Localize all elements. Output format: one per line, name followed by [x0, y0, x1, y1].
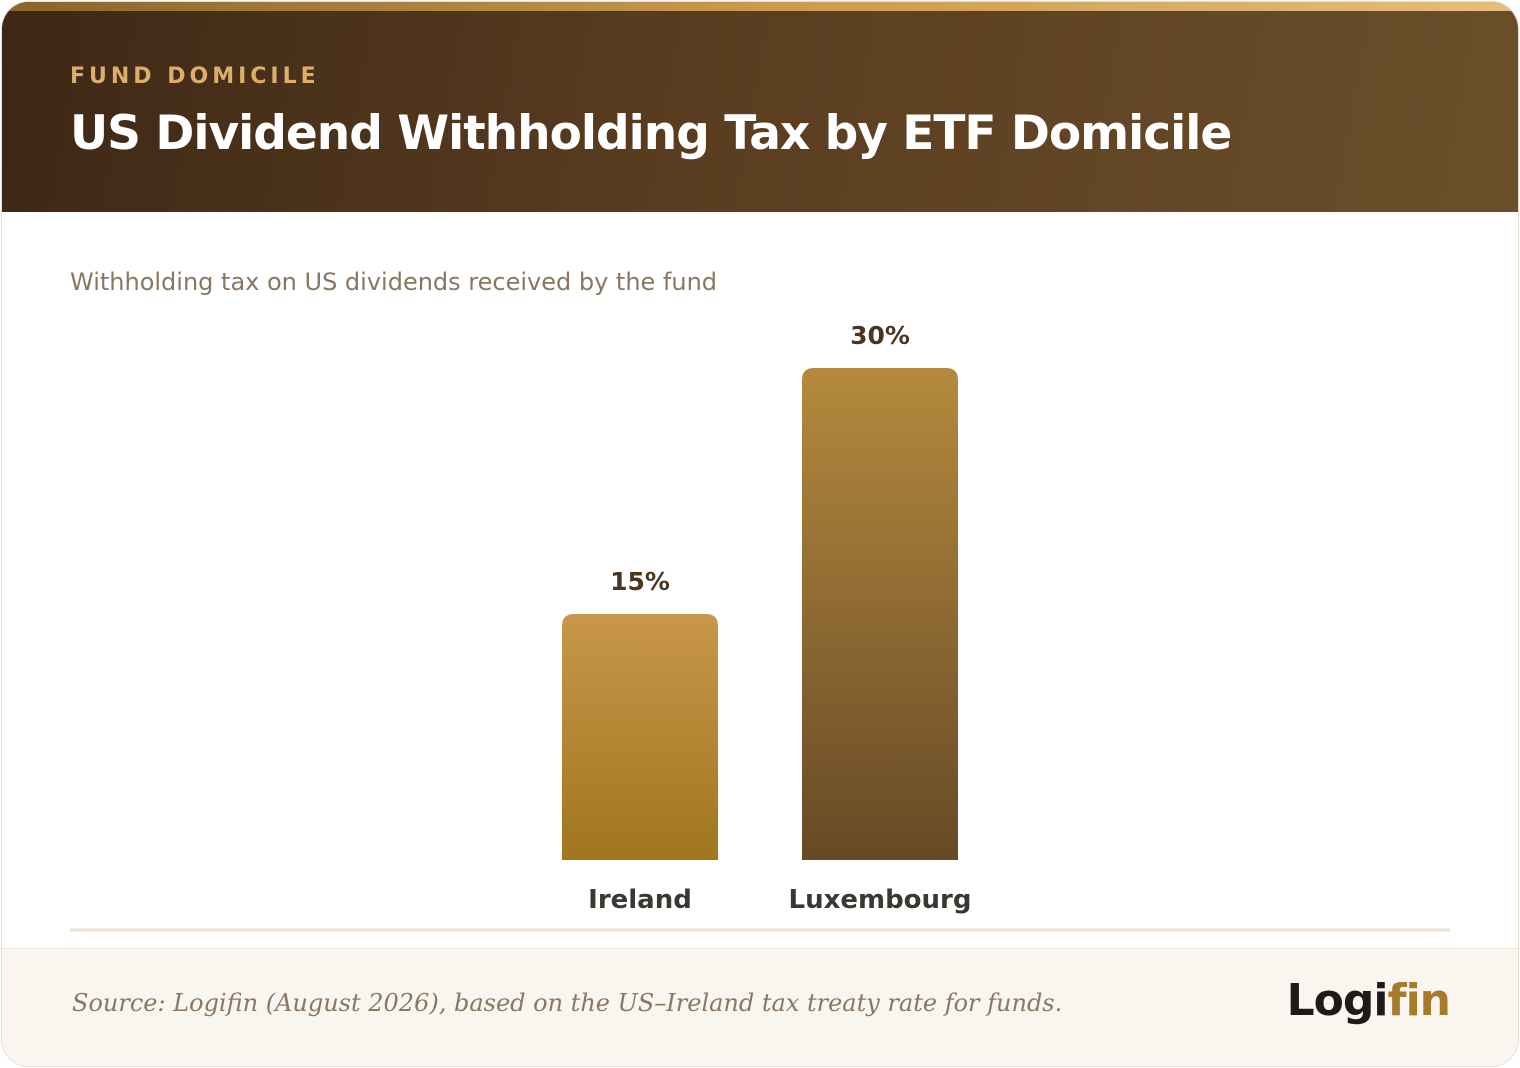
- source-note: Source: Logifin (August 2026), based on …: [72, 989, 1063, 1017]
- value-label-luxembourg: 30%: [850, 321, 910, 350]
- header-accent-stripe: [2, 2, 1518, 11]
- header-banner: FUND DOMICILE US Dividend Withholding Ta…: [2, 2, 1518, 212]
- logifin-logo: Logifin: [1286, 975, 1451, 1026]
- logo-part-fin: fin: [1387, 975, 1451, 1026]
- chart-title: US Dividend Withholding Tax by ETF Domic…: [70, 106, 1232, 161]
- footer: Source: Logifin (August 2026), based on …: [2, 948, 1518, 1066]
- chart-subtitle: Withholding tax on US dividends received…: [70, 268, 718, 296]
- labels-group: 15% Ireland 30% Luxembourg: [588, 321, 971, 915]
- category-label-ireland: Ireland: [588, 885, 692, 915]
- eyebrow-label: FUND DOMICILE: [70, 64, 320, 89]
- logo-part-logi: Logi: [1286, 975, 1389, 1026]
- bar-chart: 15% Ireland 30% Luxembourg: [70, 321, 1450, 932]
- bar-luxembourg: [802, 368, 958, 860]
- value-label-ireland: 15%: [610, 567, 670, 596]
- bars-group: [562, 368, 958, 860]
- category-label-luxembourg: Luxembourg: [789, 885, 972, 915]
- bar-ireland: [562, 614, 718, 860]
